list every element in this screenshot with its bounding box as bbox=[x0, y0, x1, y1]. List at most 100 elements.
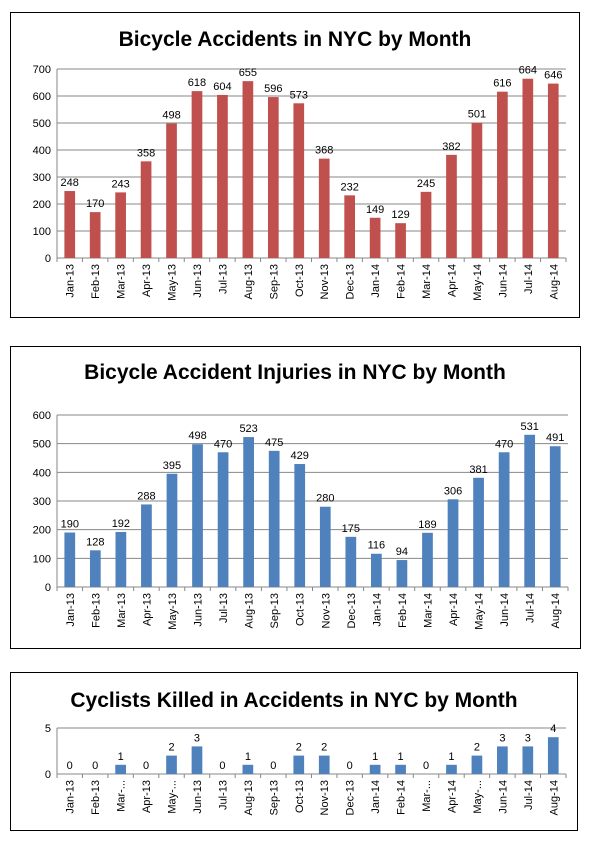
x-tick-label: Feb-13 bbox=[90, 264, 102, 299]
x-tick-label: Jun-13 bbox=[192, 264, 204, 298]
data-label: 0 bbox=[423, 760, 429, 772]
data-label: 0 bbox=[347, 760, 353, 772]
bar bbox=[395, 764, 406, 774]
data-label: 3 bbox=[499, 732, 505, 744]
bar bbox=[141, 504, 152, 587]
x-tick-label: Jun-13 bbox=[192, 780, 204, 814]
x-tick-label: Sep-13 bbox=[268, 264, 280, 299]
bar bbox=[166, 755, 177, 774]
y-tick-label: 300 bbox=[33, 172, 51, 184]
bar bbox=[473, 477, 484, 587]
bar bbox=[522, 78, 534, 258]
x-tick-label: Oct-13 bbox=[294, 780, 306, 813]
bar bbox=[498, 452, 510, 587]
bar bbox=[192, 444, 203, 587]
y-tick-label: 600 bbox=[33, 410, 51, 422]
data-label: 616 bbox=[493, 78, 511, 90]
y-tick-label: 300 bbox=[33, 496, 51, 508]
data-label: 1 bbox=[448, 751, 454, 763]
bar bbox=[345, 536, 357, 587]
x-tick-label: Mar-14 bbox=[422, 593, 434, 628]
bar bbox=[369, 764, 381, 774]
chart-title: Cyclists Killed in Accidents in NYC by M… bbox=[70, 689, 517, 712]
bar bbox=[395, 223, 406, 258]
x-tick-label: Jul-14 bbox=[523, 264, 535, 294]
x-tick-label: May-... bbox=[167, 780, 179, 814]
data-label: 288 bbox=[137, 490, 155, 502]
data-label: 2 bbox=[474, 742, 480, 754]
bar bbox=[64, 532, 76, 587]
data-label: 189 bbox=[418, 519, 436, 531]
x-tick-label: Oct-13 bbox=[295, 593, 307, 626]
bar bbox=[396, 560, 408, 587]
y-tick-label: 500 bbox=[33, 118, 51, 130]
bar bbox=[242, 764, 254, 774]
x-tick-label: Jun-14 bbox=[497, 780, 509, 814]
bar bbox=[293, 103, 305, 258]
bar bbox=[64, 191, 76, 258]
data-label: 175 bbox=[342, 523, 360, 535]
bar bbox=[243, 437, 254, 587]
y-tick-label: 0 bbox=[45, 769, 51, 781]
bar bbox=[267, 97, 279, 258]
bar bbox=[547, 737, 559, 774]
chart-title: Bicycle Accident Injuries in NYC by Mont… bbox=[84, 361, 506, 384]
x-tick-label: Feb-13 bbox=[90, 780, 102, 815]
data-label: 1 bbox=[372, 751, 378, 763]
bar bbox=[549, 446, 561, 587]
data-label: 306 bbox=[444, 485, 462, 497]
data-label: 0 bbox=[270, 760, 276, 772]
bar bbox=[318, 158, 330, 258]
x-tick-label: Apr-13 bbox=[141, 264, 153, 297]
x-tick-label: Mar-13 bbox=[116, 593, 128, 628]
data-label: 470 bbox=[495, 438, 513, 450]
x-tick-label: Aug-13 bbox=[244, 593, 256, 628]
bar bbox=[497, 91, 508, 259]
bar bbox=[344, 195, 356, 258]
data-label: 655 bbox=[239, 67, 257, 79]
x-tick-label: Mar-14 bbox=[421, 264, 433, 299]
x-tick-label: Apr-14 bbox=[448, 593, 460, 626]
x-tick-label: Jul-13 bbox=[218, 593, 230, 623]
y-tick-label: 400 bbox=[33, 467, 51, 479]
data-label: 475 bbox=[265, 437, 283, 449]
data-label: 395 bbox=[163, 460, 181, 472]
killed-chart-panel: Cyclists Killed in Accidents in NYC by M… bbox=[10, 672, 578, 831]
x-tick-label: Jul-13 bbox=[217, 780, 229, 810]
data-label: 2 bbox=[296, 742, 302, 754]
bar bbox=[471, 122, 483, 258]
data-label: 243 bbox=[111, 178, 129, 190]
data-label: 190 bbox=[61, 519, 79, 531]
data-label: 381 bbox=[469, 464, 487, 476]
data-label: 0 bbox=[67, 760, 73, 772]
y-tick-label: 500 bbox=[33, 439, 51, 451]
killed-chart: Cyclists Killed in Accidents in NYC by M… bbox=[45, 689, 567, 815]
bar bbox=[166, 123, 177, 258]
y-tick-label: 100 bbox=[33, 226, 51, 238]
injuries-chart: Bicycle Accident Injuries in NYC by Mont… bbox=[33, 361, 569, 630]
x-tick-label: Jun-14 bbox=[497, 264, 509, 298]
bar bbox=[140, 161, 152, 258]
bar bbox=[422, 532, 433, 587]
bar bbox=[217, 452, 229, 587]
data-label: 1 bbox=[398, 751, 404, 763]
x-tick-label: Aug-13 bbox=[243, 780, 255, 815]
x-tick-label: Apr-14 bbox=[446, 780, 458, 813]
data-label: 646 bbox=[544, 70, 562, 82]
bar bbox=[369, 217, 381, 258]
bar bbox=[318, 755, 330, 774]
data-label: 128 bbox=[86, 536, 104, 548]
x-tick-label: Jan-13 bbox=[65, 264, 77, 298]
x-tick-label: May-13 bbox=[167, 264, 179, 301]
data-label: 1 bbox=[245, 751, 251, 763]
chart-title: Bicycle Accidents in NYC by Month bbox=[119, 28, 472, 51]
y-tick-label: 100 bbox=[33, 553, 51, 565]
bar bbox=[447, 499, 459, 587]
data-label: 596 bbox=[264, 83, 282, 95]
bar bbox=[115, 764, 126, 774]
data-label: 0 bbox=[219, 760, 225, 772]
bar bbox=[522, 746, 534, 774]
y-tick-label: 200 bbox=[33, 199, 51, 211]
y-tick-label: 200 bbox=[33, 525, 51, 537]
data-label: 170 bbox=[86, 198, 104, 210]
